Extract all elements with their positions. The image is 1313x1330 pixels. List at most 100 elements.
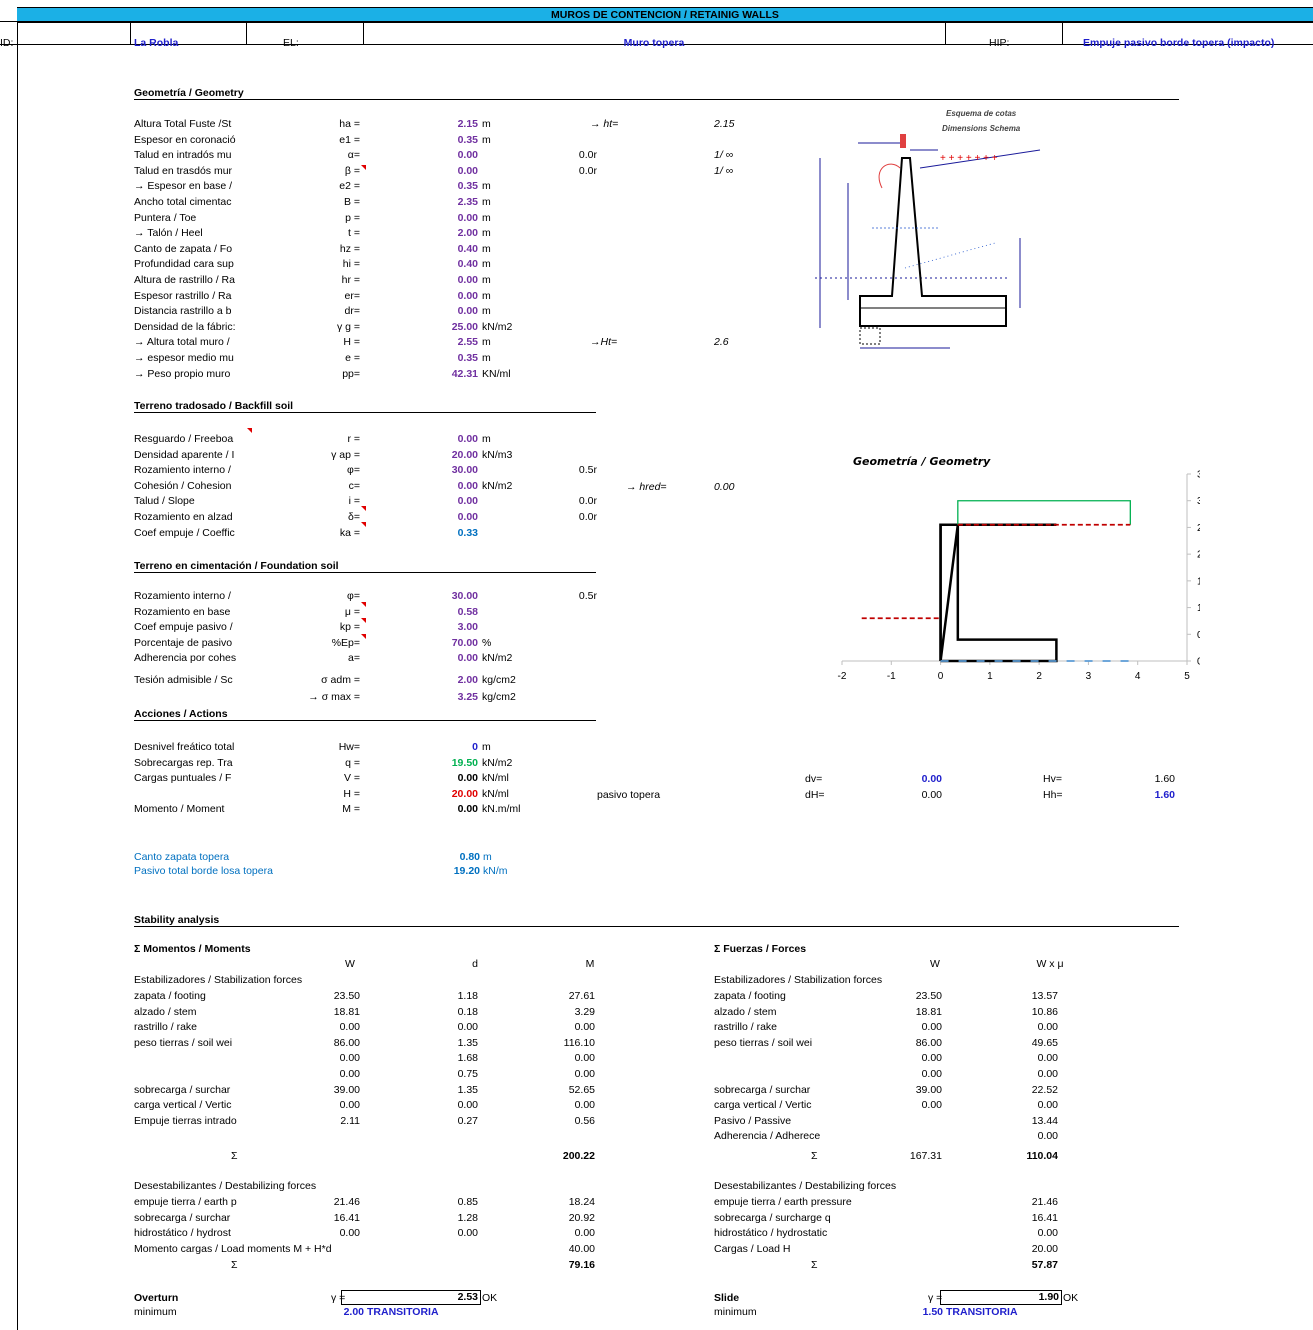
moment-row-label: rastrillo / rake: [134, 1021, 198, 1034]
force-row-label: sobrecarga / surchar: [714, 1083, 811, 1096]
force-dest-label: hidrostático / hydrostatic: [714, 1227, 828, 1240]
backfill-param-label: Rozamiento interno /: [134, 464, 231, 477]
moment-row-m: 52.65: [568, 1083, 595, 1096]
foundation-param-label: Tesión admisible / Sc: [134, 674, 233, 686]
force-row-label: Adherencia / Adherece: [714, 1130, 821, 1143]
moment-row-m: 116.10: [563, 1036, 595, 1049]
geometry-param-unit: m: [482, 211, 491, 224]
moment-dest-m: 18.24: [568, 1196, 595, 1208]
x-tick-label: 5: [1184, 671, 1190, 682]
backfill-param-value: 0.00: [457, 511, 478, 523]
moment-dest-m: 20.92: [568, 1211, 595, 1224]
cell-comment-marker[interactable]: [361, 634, 366, 639]
moment-row-m: 0.56: [574, 1114, 595, 1127]
geometry-param-unit: m: [482, 336, 491, 349]
slide-minimum-type: TRANSITORIA: [946, 1306, 1018, 1318]
chart-series-line: [957, 500, 1131, 525]
geometry-param-label: Distancia rastrillo a b: [134, 305, 232, 318]
foundation-param-value: 0.58: [457, 605, 478, 618]
y-tick-label: 2: [1197, 550, 1200, 561]
moment-row-d: 0.18: [457, 1005, 478, 1018]
backfill-param-symbol: δ=: [348, 511, 360, 523]
moment-row-label: zapata / footing: [134, 990, 206, 1002]
moment-dest-w: 16.41: [333, 1211, 360, 1224]
canto-topera-label: Canto zapata topera: [134, 851, 230, 863]
force-dest-value: 16.41: [1031, 1211, 1058, 1224]
backfill-param-symbol: r =: [347, 433, 360, 445]
x-tick-label: 0: [938, 671, 944, 682]
moment-dest-label: Momento cargas / Load moments M + H*d: [134, 1242, 332, 1255]
action-param-unit: kN/ml: [482, 787, 509, 800]
forces-stab-sum: 110.04: [1026, 1150, 1058, 1162]
force-dest-value: 21.46: [1031, 1196, 1058, 1208]
moment-row-w: 86.00: [333, 1036, 360, 1049]
geometry-param-symbol: pp=: [342, 367, 360, 380]
forces-dest-sum-label: Σ: [811, 1259, 818, 1271]
geometry-param-unit: KN/ml: [482, 367, 511, 380]
force-row-label: Pasivo / Passive: [714, 1114, 792, 1127]
geometry-param-unit: m: [482, 352, 491, 364]
force-row-label: rastrillo / rake: [714, 1021, 778, 1034]
slide-minimum-label: minimum: [714, 1306, 757, 1318]
x-tick-label: 4: [1135, 671, 1141, 682]
geometry-param-unit: m: [482, 274, 491, 286]
geometry-param-value: 2.35: [457, 196, 478, 208]
geometry-param-value: 2.00: [457, 227, 478, 240]
geometry-param-unit: kN/m2: [482, 320, 513, 333]
geometry-param-value: 0.00: [457, 164, 478, 177]
sheet-title: MUROS DE CONTENCION / RETAINIG WALLS: [17, 7, 1313, 23]
force-row-wmu: 10.86: [1031, 1005, 1058, 1018]
geometry-derived-value: 2.6: [714, 336, 729, 349]
moment-dest-m: 0.00: [574, 1227, 595, 1240]
geometry-param-unit: m: [482, 242, 491, 255]
geometry-param-value: 0.35: [457, 133, 478, 146]
force-row-wmu: 0.00: [1037, 1099, 1058, 1112]
cell-comment-marker[interactable]: [361, 506, 366, 511]
moment-row-w: 39.00: [333, 1083, 360, 1096]
slide-gamma-label: γ =: [928, 1292, 943, 1304]
geometry-param-symbol: er=: [344, 289, 360, 302]
geometry-param-label: Ancho total cimentac: [134, 196, 232, 208]
action-param-unit: m: [482, 741, 491, 753]
backfill-param-symbol: c=: [348, 479, 360, 492]
force-row-wmu: 0.00: [1037, 1052, 1058, 1065]
cell-comment-marker[interactable]: [247, 428, 252, 433]
dimensions-schema-drawing: + + + + + + +: [815, 134, 1041, 349]
geometry-param-symbol: ha =: [339, 118, 360, 130]
slide-ok: OK: [1063, 1292, 1079, 1304]
geometry-param-unit: m: [482, 118, 491, 130]
geometry-param-label: → Peso propio muro: [134, 367, 231, 380]
force-row-wmu: 22.52: [1031, 1083, 1058, 1096]
overturn-minimum-label: minimum: [134, 1306, 177, 1318]
cell-comment-marker[interactable]: [361, 618, 366, 623]
moment-row-w: 0.00: [339, 1021, 360, 1034]
x-tick-label: 2: [1036, 671, 1042, 682]
force-dest-label: sobrecarga / surcharge q: [714, 1211, 831, 1224]
dh-label: dH=: [805, 789, 825, 801]
force-row-w: 18.81: [915, 1005, 942, 1018]
action-param-unit: kN.m/ml: [482, 803, 521, 816]
moments-header-m: M: [585, 958, 595, 970]
backfill-param-symbol: ka =: [339, 526, 360, 539]
action-param-label: Momento / Moment: [134, 803, 225, 816]
canto-topera-unit: m: [483, 851, 492, 863]
force-row-w: 0.00: [921, 1099, 942, 1112]
geometry-param-extra: 0.0r: [578, 164, 597, 177]
backfill-param-unit: m: [482, 433, 491, 445]
cell-comment-marker[interactable]: [361, 602, 366, 607]
cell-comment-marker[interactable]: [361, 522, 366, 527]
action-param-label: Cargas puntuales / F: [134, 772, 232, 785]
geometry-param-symbol: α=: [347, 149, 360, 162]
moment-row-d: 1.35: [457, 1083, 478, 1096]
force-row-wmu: 0.00: [1037, 1130, 1058, 1143]
geometry-param-label: → Espesor en base /: [134, 180, 233, 193]
geometry-param-value: 42.31: [451, 367, 478, 380]
overturn-gamma-value: 2.53: [341, 1290, 481, 1305]
geometry-param-label: → Talón / Heel: [134, 227, 203, 240]
cell-comment-marker[interactable]: [361, 165, 366, 170]
geometry-derived-value: 1/ ∞: [714, 149, 734, 162]
moment-row-d: 1.68: [457, 1052, 478, 1065]
slide-label: Slide: [714, 1292, 740, 1304]
moments-header-d: d: [472, 958, 478, 970]
